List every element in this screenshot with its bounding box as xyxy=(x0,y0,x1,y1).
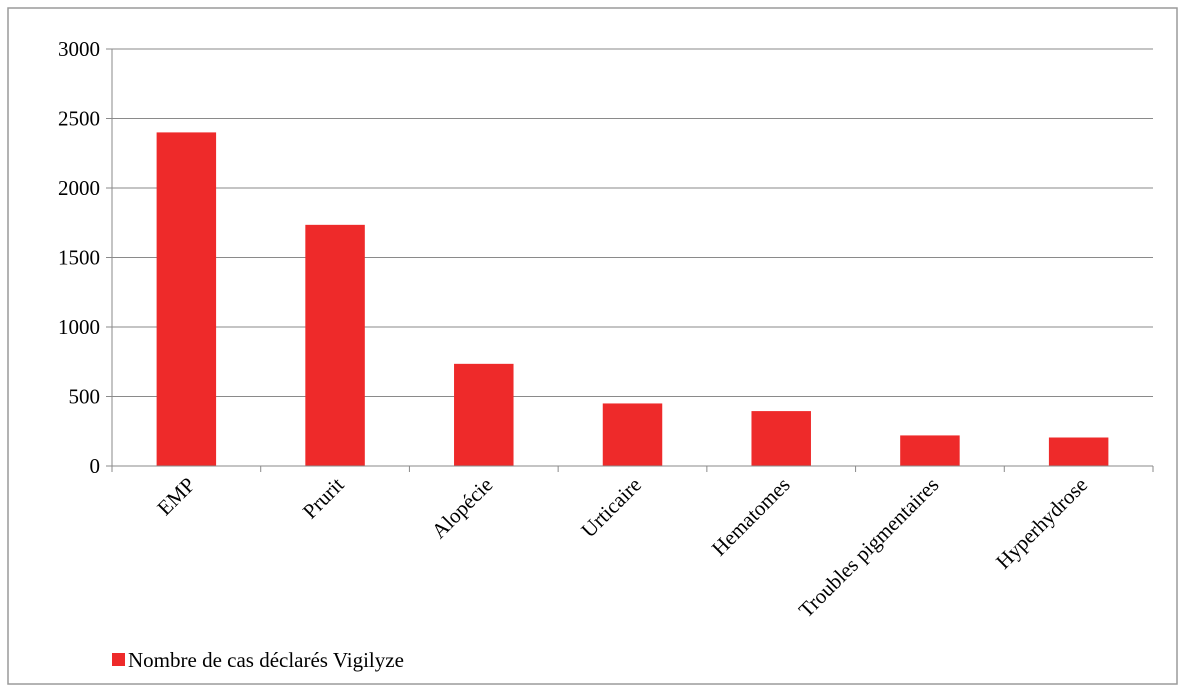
legend-swatch xyxy=(112,653,125,666)
y-tick-label: 1000 xyxy=(58,315,100,339)
bars xyxy=(156,132,1109,466)
legend-label: Nombre de cas déclarés Vigilyze xyxy=(128,648,404,672)
bar-prurit xyxy=(305,224,365,466)
bar-alop-cie xyxy=(454,363,514,466)
bar-hematomes xyxy=(751,411,811,466)
bar-troubles-pigmentaires xyxy=(900,435,960,466)
y-tick-labels: 0 500 1000 1500 2000 2500 3000 xyxy=(58,37,112,478)
y-tick-label: 2500 xyxy=(58,107,100,131)
y-tick-label: 2000 xyxy=(58,176,100,200)
legend: Nombre de cas déclarés Vigilyze xyxy=(112,648,404,672)
y-tick-label: 0 xyxy=(90,454,101,478)
y-tick-label: 500 xyxy=(69,385,101,409)
bar-hyperhydrose xyxy=(1048,437,1109,466)
gridlines xyxy=(112,48,1153,397)
y-tick-label: 3000 xyxy=(58,37,100,61)
bar-urticaire xyxy=(602,403,663,466)
bar-emp xyxy=(156,132,217,466)
y-tick-label: 1500 xyxy=(58,246,100,270)
